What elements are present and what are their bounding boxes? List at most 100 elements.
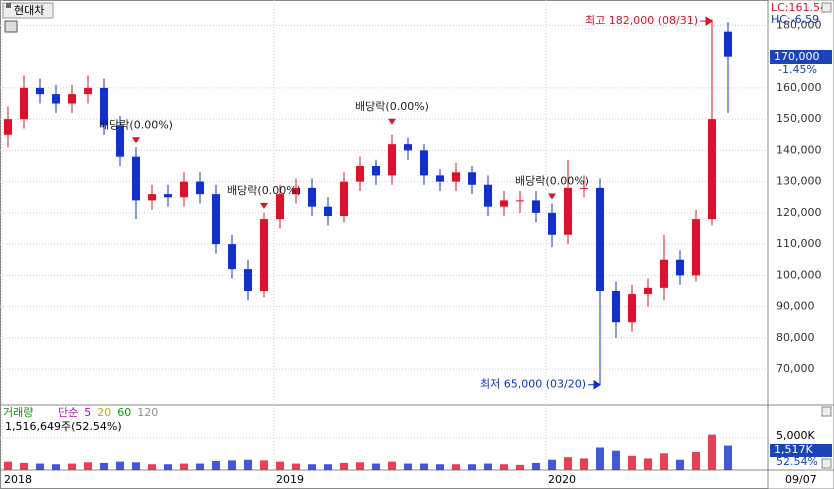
volume-bar xyxy=(692,452,700,470)
close-btn[interactable] xyxy=(821,406,832,417)
candle-body xyxy=(276,194,284,220)
volume-bar xyxy=(628,455,636,470)
volume-bar xyxy=(68,463,76,470)
candle-body xyxy=(308,187,316,207)
volume-bar xyxy=(340,462,348,470)
dividend-arrow xyxy=(132,137,140,144)
volume-bar xyxy=(532,462,540,470)
volume-bar xyxy=(84,462,92,470)
candle-body xyxy=(100,87,108,126)
y-tick-label: 140,000 xyxy=(776,143,822,156)
volume-bar xyxy=(148,464,156,470)
volume-bar xyxy=(356,462,364,470)
volume-bar xyxy=(484,463,492,470)
candle-body xyxy=(324,206,332,216)
high-arrow xyxy=(700,16,713,27)
dividend-label: 배당락(0.00%) xyxy=(99,118,173,131)
candle-body xyxy=(436,175,444,182)
candle-body xyxy=(164,194,172,198)
y-tick-label: 80,000 xyxy=(776,331,815,344)
volume-bar xyxy=(372,463,380,470)
symbol: 현대차 xyxy=(14,4,44,17)
volume-bar xyxy=(116,461,124,470)
candle-body xyxy=(180,181,188,198)
candle-body xyxy=(596,187,604,291)
candle-body xyxy=(420,150,428,176)
last-date: 09/07 xyxy=(785,473,817,486)
x-tick-label: 2019 xyxy=(276,473,304,486)
candle-body xyxy=(452,172,460,182)
volume-bar xyxy=(52,464,60,470)
y-tick-label: 70,000 xyxy=(776,362,815,375)
volume-bar xyxy=(260,460,268,470)
y-tick-label: 150,000 xyxy=(776,112,822,125)
candle-body xyxy=(84,87,92,95)
x-tick-label: 2018 xyxy=(4,473,32,486)
volume-bar xyxy=(548,459,556,470)
volume-bar xyxy=(388,461,396,470)
candle-body xyxy=(628,294,636,323)
volume-bar xyxy=(404,463,412,470)
candle-body xyxy=(532,200,540,213)
y-tick-label: 120,000 xyxy=(776,206,822,219)
symbol-box[interactable] xyxy=(2,2,54,19)
volume-bar xyxy=(180,463,188,470)
volume-bar xyxy=(580,458,588,470)
candle-body xyxy=(52,94,60,104)
vol-box xyxy=(770,444,832,457)
volume-bar xyxy=(420,463,428,470)
table-icon[interactable] xyxy=(4,20,18,33)
volume-bar xyxy=(132,462,140,470)
candle-body xyxy=(484,184,492,207)
dividend-label: 배당락(0.00%) xyxy=(227,184,301,197)
candle-body xyxy=(196,181,204,195)
candle-body xyxy=(244,269,252,291)
panel-btn[interactable] xyxy=(821,2,832,13)
hc: HC:-6.59 xyxy=(771,13,819,26)
volume-bar xyxy=(196,463,204,470)
candle-body xyxy=(148,194,156,201)
candle-body xyxy=(580,187,588,189)
volume-bar xyxy=(228,460,236,470)
candle-body xyxy=(516,200,524,202)
low-arrow xyxy=(588,379,601,390)
candle-body xyxy=(116,125,124,157)
dividend-arrow xyxy=(388,118,396,125)
candle-body xyxy=(228,244,236,270)
resize-btn[interactable] xyxy=(821,458,832,469)
high-label: 최고 182,000 (08/31) xyxy=(585,14,698,27)
volume-bar xyxy=(244,459,252,470)
volume-bar xyxy=(708,434,716,470)
dividend-arrow xyxy=(548,193,556,200)
low-label: 최저 65,000 (03/20) xyxy=(480,378,586,391)
ma-label: 60 xyxy=(117,406,131,419)
volume-bar xyxy=(276,461,284,470)
candle-body xyxy=(68,94,76,104)
candle-body xyxy=(356,166,364,182)
volume-bar xyxy=(724,445,732,470)
dividend-label: 배당락(0.00%) xyxy=(515,175,589,188)
dividend-label: 배당락(0.00%) xyxy=(355,100,429,113)
ma-label: 20 xyxy=(97,406,111,419)
candle-body xyxy=(708,119,716,220)
candle-body xyxy=(20,87,28,120)
candle-body xyxy=(724,31,732,57)
candle-body xyxy=(260,219,268,291)
volume-bar xyxy=(20,462,28,470)
y-tick-label: 160,000 xyxy=(776,81,822,94)
candle-body xyxy=(676,259,684,276)
volume-bar xyxy=(660,453,668,470)
volume-current: 1,517K xyxy=(774,443,813,456)
ma-label: 5 xyxy=(84,406,91,419)
candle-body xyxy=(36,87,44,95)
ma-label: 120 xyxy=(137,406,158,419)
current-change: -1.45% xyxy=(778,63,817,76)
candle-body xyxy=(292,187,300,195)
candle-body xyxy=(132,156,140,201)
y-tick-label: 180,000 xyxy=(776,18,822,31)
volume-title: 거래량 xyxy=(3,406,33,419)
volume-bar xyxy=(644,458,652,470)
lc: LC:161.54 xyxy=(771,1,827,14)
candle-body xyxy=(468,172,476,185)
